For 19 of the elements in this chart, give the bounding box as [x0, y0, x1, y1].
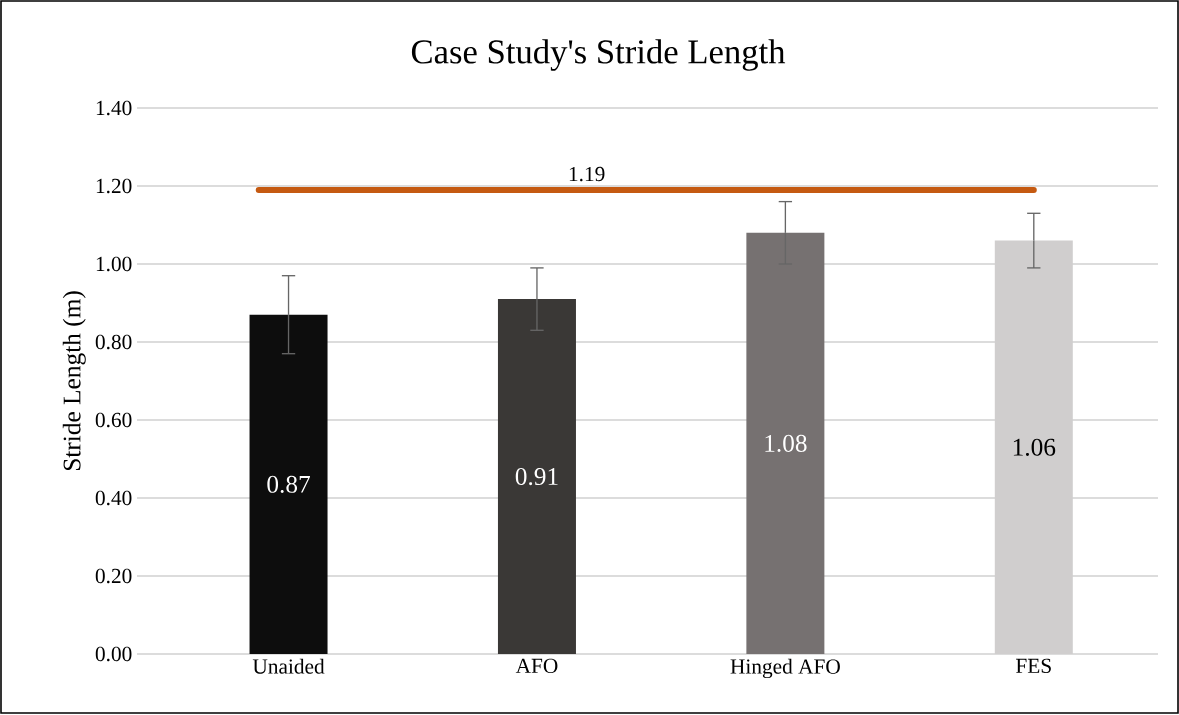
y-tick-label: 0.80 [95, 334, 132, 350]
x-tick-label: Unaided [252, 658, 325, 674]
y-tick-label: 0.40 [95, 490, 132, 506]
data-label: 1.08 [765, 434, 807, 452]
x-tick-label: Hinged AFO [730, 658, 840, 679]
x-tick-label: AFO [515, 658, 558, 674]
ref-line-label: 1.19 [569, 166, 605, 182]
y-tick-label: 0.20 [95, 568, 132, 584]
y-tick-label: 1.40 [96, 100, 132, 116]
y-tick-label: 1.20 [96, 178, 132, 194]
y-tick-label: 0.60 [95, 412, 132, 428]
y-tick-label: 1.00 [96, 256, 132, 272]
data-label: 0.87 [267, 475, 310, 493]
data-label: 0.91 [515, 467, 558, 486]
x-tick-label: FES [1016, 658, 1051, 674]
data-label: 1.06 [1013, 438, 1056, 456]
y-axis-title: Stride Length (m) [62, 291, 86, 471]
chart-title: Case Study's Stride Length [411, 39, 786, 71]
y-tick-label: 0.00 [95, 646, 132, 662]
